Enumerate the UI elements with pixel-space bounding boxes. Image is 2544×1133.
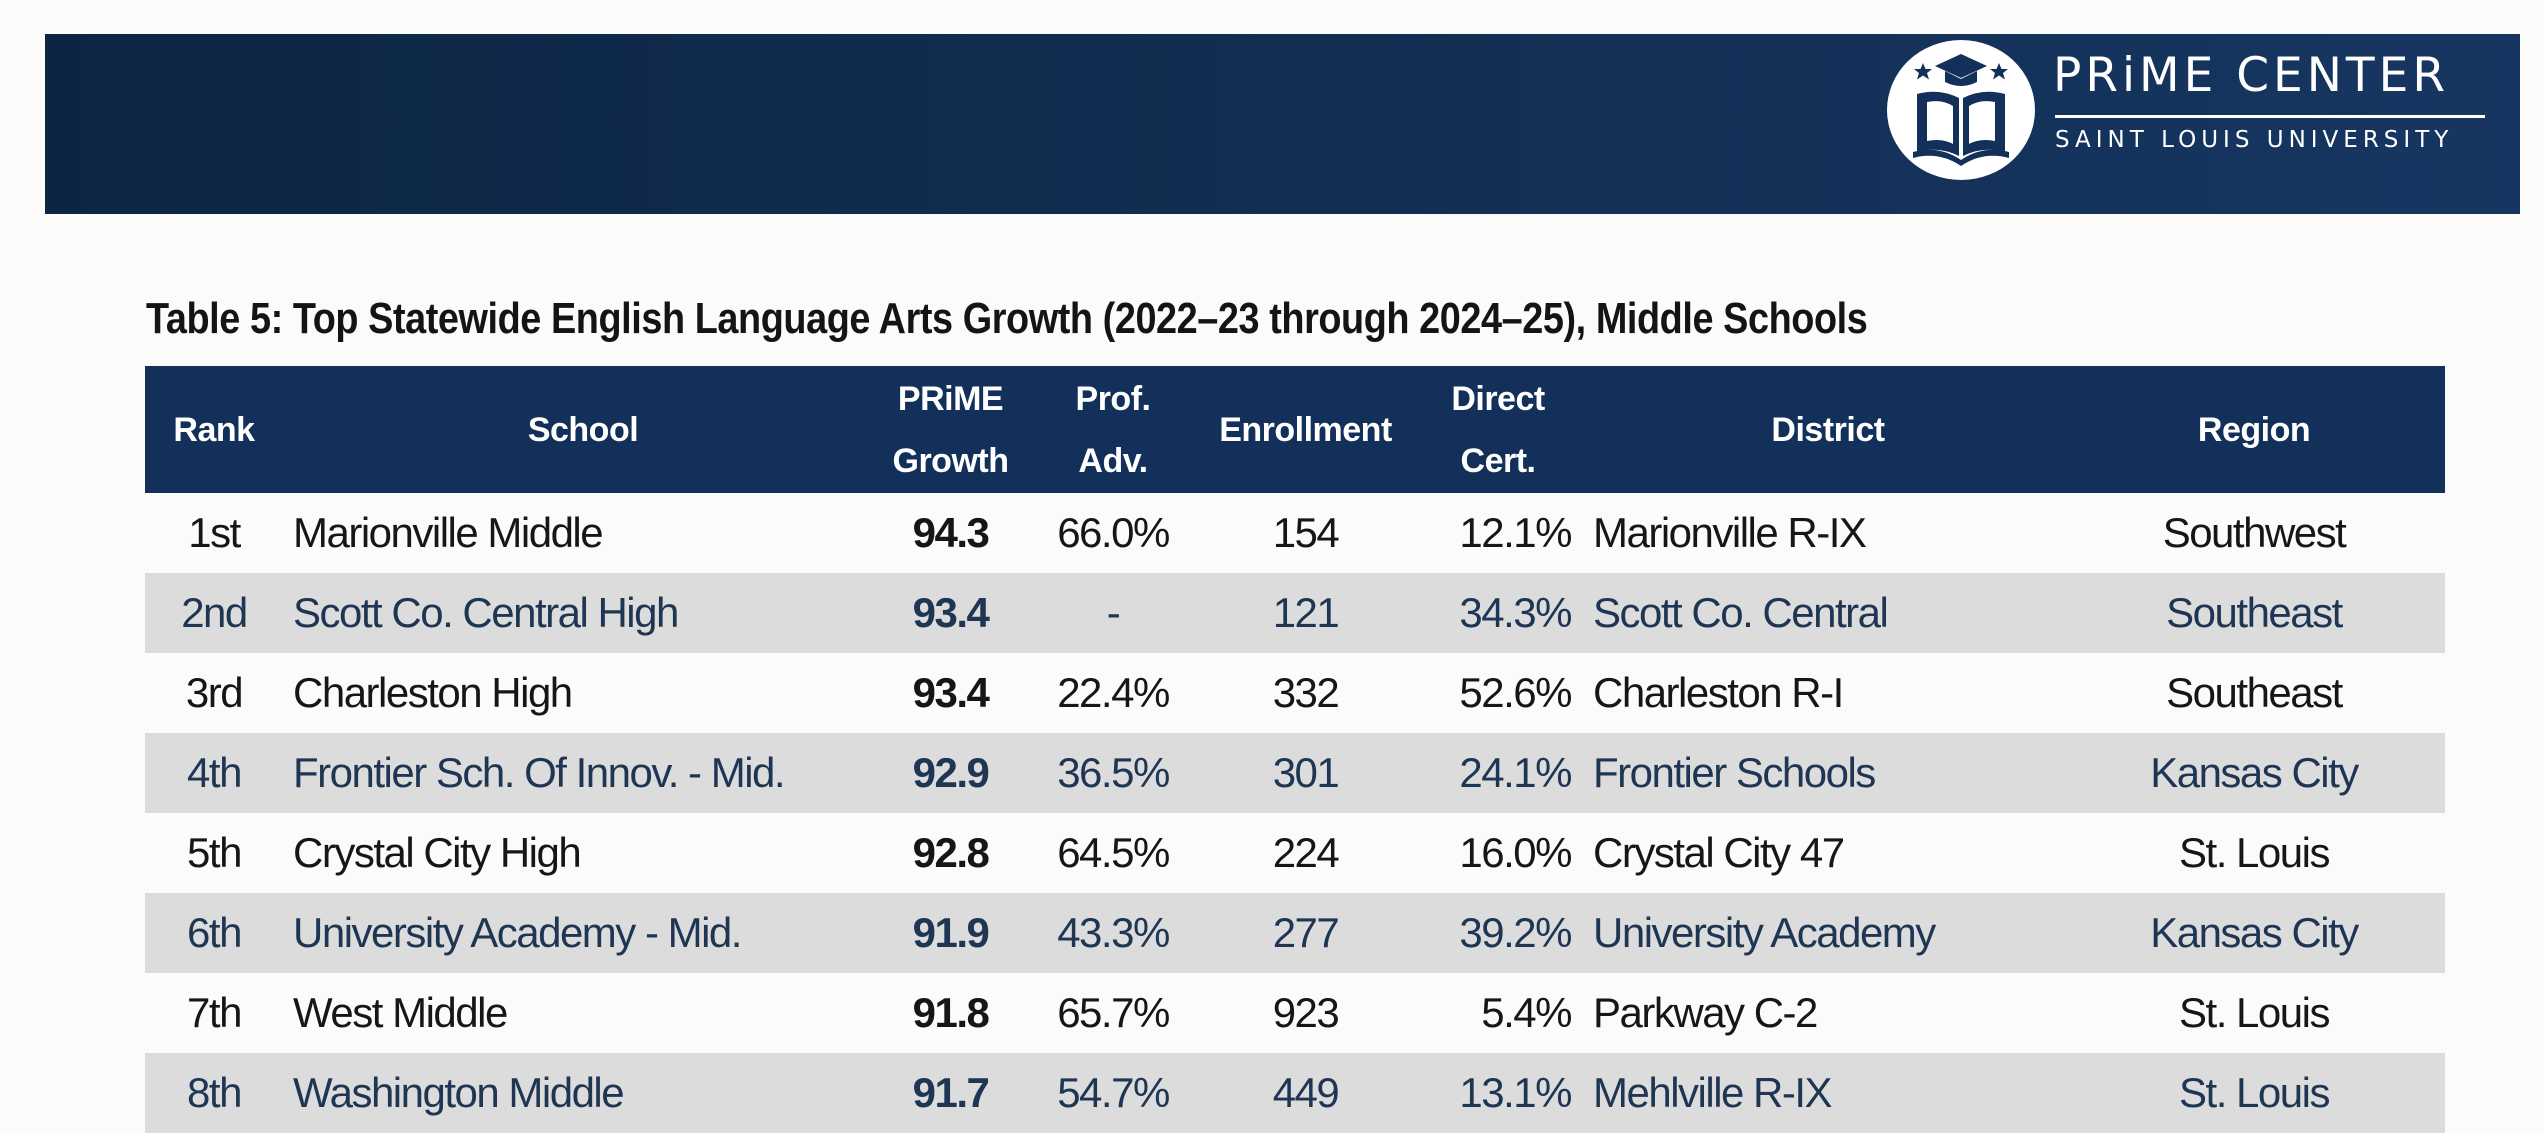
cell-school: Crystal City High — [293, 829, 582, 876]
cell-prof-adv: 43.3% — [1018, 893, 1208, 973]
cell-region: Southwest — [2162, 509, 2347, 556]
cell-district: Scott Co. Central — [1593, 573, 2063, 653]
cell-growth: 93.4 — [912, 669, 990, 716]
col-header-prof-adv: Prof. Adv. — [1018, 366, 1208, 493]
cell-direct-cert: 24.1% — [1403, 733, 1593, 813]
col-header-cert-line1: Direct — [1451, 379, 1545, 418]
cell-region: Kansas City — [2063, 893, 2445, 973]
brand-divider — [2055, 115, 2485, 118]
cell-prof-adv: 54.7% — [1018, 1053, 1208, 1133]
table-row: 7th West Middle 91.8 65.7% 923 5.4% Park… — [145, 973, 2445, 1053]
cell-region: Southeast — [2166, 669, 2343, 716]
cell-direct-cert: 52.6% — [1459, 669, 1572, 716]
table-row: 1st Marionville Middle 94.3 66.0% 154 12… — [145, 493, 2445, 573]
cell-district: Charleston R-I — [1593, 669, 1844, 716]
table-row: 6th University Academy - Mid. 91.9 43.3%… — [145, 893, 2445, 973]
cell-region: St. Louis — [2063, 1053, 2445, 1133]
cell-prof-adv: 22.4% — [1057, 669, 1170, 716]
header-banner — [45, 34, 2520, 214]
col-header-region: Region — [2063, 366, 2445, 493]
cell-prof-adv: - — [1018, 573, 1208, 653]
cell-school: University Academy - Mid. — [283, 893, 883, 973]
col-header-school: School — [283, 366, 883, 493]
cell-rank: 7th — [187, 989, 242, 1036]
cell-district: Mehlville R-IX — [1593, 1053, 2063, 1133]
cell-direct-cert: 12.1% — [1459, 509, 1572, 556]
cell-enrollment: 332 — [1272, 669, 1340, 716]
cell-direct-cert: 39.2% — [1403, 893, 1593, 973]
cell-school: Charleston High — [293, 669, 573, 716]
table-title: Table 5: Top Statewide English Language … — [146, 294, 1868, 343]
cell-district: University Academy — [1593, 893, 2063, 973]
cell-district: Marionville R-IX — [1593, 509, 1867, 556]
col-header-rank: Rank — [145, 366, 283, 493]
cell-district: Parkway C-2 — [1593, 989, 1818, 1036]
cell-rank: 8th — [145, 1053, 283, 1133]
cell-region: Kansas City — [2063, 733, 2445, 813]
cell-direct-cert: 13.1% — [1403, 1053, 1593, 1133]
cell-school: Scott Co. Central High — [283, 573, 883, 653]
cell-rank: 6th — [145, 893, 283, 973]
col-header-growth-line2: Growth — [892, 441, 1009, 480]
brand-subtitle: SAINT LOUIS UNIVERSITY — [2055, 127, 2454, 153]
cell-school: Washington Middle — [283, 1053, 883, 1133]
table-row: 5th Crystal City High 92.8 64.5% 224 16.… — [145, 813, 2445, 893]
col-header-growth-line1: PRiME — [897, 379, 1004, 418]
cell-region: St. Louis — [2179, 829, 2330, 876]
col-header-cert-line2: Cert. — [1460, 441, 1536, 480]
cell-prof-adv: 66.0% — [1057, 509, 1170, 556]
cell-growth: 92.9 — [883, 733, 1018, 813]
cell-district: Frontier Schools — [1593, 733, 2063, 813]
cell-school: Frontier Sch. Of Innov. - Mid. — [283, 733, 883, 813]
cell-enrollment: 277 — [1208, 893, 1403, 973]
cell-direct-cert: 16.0% — [1459, 829, 1572, 876]
cell-prof-adv: 36.5% — [1018, 733, 1208, 813]
table-row: 2nd Scott Co. Central High 93.4 - 121 34… — [145, 573, 2445, 653]
cell-enrollment: 301 — [1208, 733, 1403, 813]
cell-rank: 2nd — [145, 573, 283, 653]
col-header-prof-line1: Prof. — [1075, 379, 1151, 418]
cell-district: Crystal City 47 — [1593, 829, 1845, 876]
table-header-row: Rank School PRiME Growth Prof. Adv. Enroll… — [145, 366, 2445, 493]
table-row: 4th Frontier Sch. Of Innov. - Mid. 92.9 … — [145, 733, 2445, 813]
col-header-prof-line2: Adv. — [1078, 441, 1148, 480]
growth-table: Rank School PRiME Growth Prof. Adv. Enroll… — [145, 366, 2445, 1133]
cell-school: Marionville Middle — [293, 509, 604, 556]
cell-growth: 93.4 — [883, 573, 1018, 653]
prime-center-logo — [1887, 40, 2035, 180]
cell-enrollment: 449 — [1208, 1053, 1403, 1133]
cell-enrollment: 154 — [1272, 509, 1340, 556]
cell-region: St. Louis — [2179, 989, 2330, 1036]
cell-rank: 4th — [145, 733, 283, 813]
col-header-growth: PRiME Growth — [883, 366, 1018, 493]
cell-region: Southeast — [2063, 573, 2445, 653]
cell-growth: 91.7 — [883, 1053, 1018, 1133]
cell-growth: 91.9 — [883, 893, 1018, 973]
cell-direct-cert: 5.4% — [1481, 989, 1572, 1036]
table-row: 3rd Charleston High 93.4 22.4% 332 52.6%… — [145, 653, 2445, 733]
cell-growth: 94.3 — [912, 509, 990, 556]
cell-rank: 1st — [188, 509, 241, 556]
cell-enrollment: 121 — [1208, 573, 1403, 653]
cell-prof-adv: 65.7% — [1057, 989, 1170, 1036]
cell-rank: 3rd — [185, 669, 244, 716]
cell-rank: 5th — [187, 829, 242, 876]
table-row: 8th Washington Middle 91.7 54.7% 449 13.… — [145, 1053, 2445, 1133]
col-header-district: District — [1593, 366, 2063, 493]
cell-enrollment: 224 — [1272, 829, 1340, 876]
col-header-enrollment: Enrollment — [1208, 366, 1403, 493]
col-header-direct-cert: Direct Cert. — [1403, 366, 1593, 493]
brand-name: PRiME CENTER — [2053, 48, 2449, 103]
cell-direct-cert: 34.3% — [1403, 573, 1593, 653]
cell-prof-adv: 64.5% — [1057, 829, 1170, 876]
cell-school: West Middle — [293, 989, 508, 1036]
cell-enrollment: 923 — [1272, 989, 1340, 1036]
cell-growth: 92.8 — [912, 829, 990, 876]
open-book-graduation-cap-icon — [1913, 54, 2009, 166]
cell-growth: 91.8 — [912, 989, 990, 1036]
